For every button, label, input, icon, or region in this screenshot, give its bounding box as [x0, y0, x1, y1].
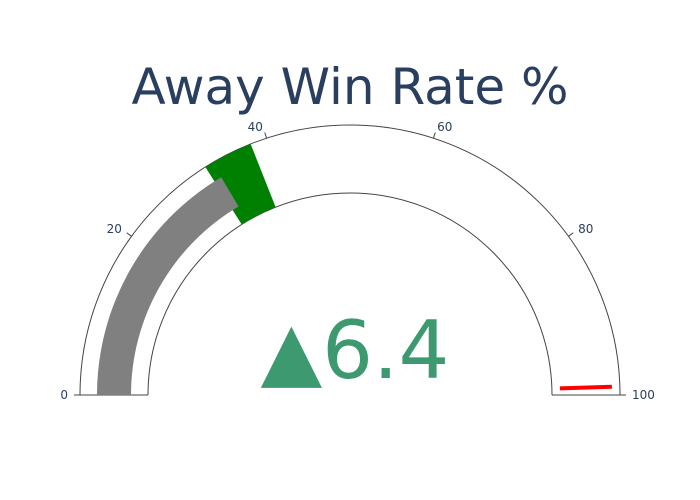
tick-mark-3: [432, 132, 436, 139]
tick-label-0: 0: [60, 388, 68, 402]
tick-mark-1: [126, 232, 132, 237]
inner-arc-line: [147, 192, 553, 396]
tick-label-5: 100: [632, 388, 655, 402]
tick-label-3: 60: [437, 120, 452, 134]
gauge-outer-arc: [79, 124, 621, 396]
delta-arrow-icon: ▲: [261, 304, 323, 397]
gauge-step-0: [205, 143, 276, 225]
tick-label-4: 80: [578, 222, 593, 236]
delta-value: 6.4: [322, 304, 449, 397]
tick-mark-2: [264, 132, 268, 139]
value-bar: [97, 177, 239, 395]
gauge-steps: [205, 143, 276, 225]
threshold-line: [559, 384, 612, 391]
outer-arc-line: [79, 124, 621, 396]
gauge-axis-ticks: 0 20 40 60 80 100: [60, 120, 655, 402]
delta-indicator: ▲6.4: [261, 304, 450, 397]
gauge-threshold-group: [559, 384, 612, 391]
gauge-value-bar: [97, 177, 239, 395]
tick-label-1: 20: [107, 222, 122, 236]
tick-label-2: 40: [248, 120, 263, 134]
gauge-title: Away Win Rate %: [131, 58, 568, 116]
tick-mark-4: [568, 232, 574, 237]
